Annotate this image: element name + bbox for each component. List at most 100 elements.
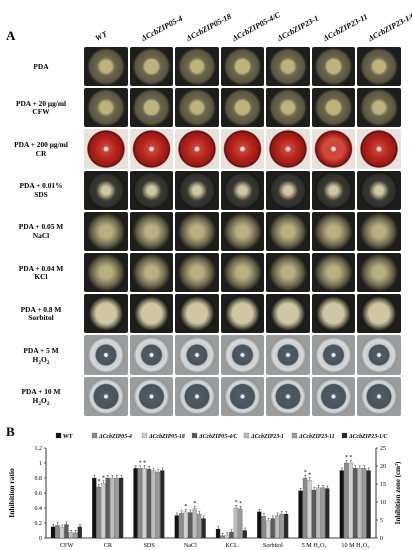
legend-label: ΔCcbZIP23-1/C <box>348 434 388 440</box>
row-label-3: PDA + 0.01% SDS <box>2 181 80 199</box>
bar <box>59 527 65 539</box>
petri-plate <box>311 294 355 334</box>
bar <box>183 511 188 539</box>
row-label-line2: NaCl <box>32 230 50 240</box>
petri-plate <box>266 47 310 87</box>
row-label-7: PDA + 5 M H2O2 <box>2 346 80 366</box>
petri-plate <box>129 170 173 210</box>
petri-plate <box>175 47 219 87</box>
petri-plate <box>357 88 401 128</box>
petri-plate <box>175 129 219 169</box>
bar <box>92 477 97 539</box>
bar <box>257 511 262 539</box>
panel-a-label: A <box>6 28 16 43</box>
legend-label: ΔCcbZIP05-4/C <box>198 434 238 440</box>
bar <box>302 477 308 539</box>
row-label-line1: PDA + 0.8 M <box>20 304 62 314</box>
row-label-0: PDA <box>2 62 80 72</box>
bar <box>348 462 353 539</box>
bar <box>242 530 247 539</box>
petri-plate <box>311 253 355 293</box>
significance-star: * <box>235 500 238 506</box>
significance-star: * <box>193 501 196 507</box>
legend-swatch <box>243 432 250 439</box>
petri-plate <box>357 47 401 87</box>
petri-plate <box>311 170 355 210</box>
bar <box>320 487 325 539</box>
petri-plate <box>220 88 264 128</box>
bar <box>298 490 303 539</box>
row-label-2: PDA + 200 μg/ml CR <box>2 140 80 158</box>
row-label-4: PDA + 0.05 M NaCl <box>2 223 80 240</box>
petri-plate <box>311 335 355 375</box>
panel-b-label: B <box>6 424 15 439</box>
petri-plate <box>357 253 401 293</box>
petri-plate <box>129 211 173 251</box>
row-label-tail: O <box>41 395 47 405</box>
petri-plate <box>175 88 219 128</box>
x-tick-label: NaCl <box>184 542 197 549</box>
row-label-line2: CR <box>35 148 47 158</box>
petri-plate <box>84 376 128 416</box>
bar <box>110 477 115 539</box>
row-label-6: PDA + 0.8 M Sorbitol <box>2 304 80 323</box>
petri-plate <box>220 335 264 375</box>
row-label-5: PDA + 0.04 M KCl <box>2 263 80 282</box>
legend-label: ΔCcbZIP23-11 <box>298 434 335 440</box>
y-tick-label: 0.4 <box>35 506 43 512</box>
row-label-line2: Sorbitol <box>28 313 54 323</box>
x-tick-label: Sorbitol <box>263 542 283 549</box>
bar <box>133 468 138 539</box>
petri-plate <box>266 211 310 251</box>
y-tick-label: 0.8 <box>35 476 43 482</box>
subscript: 2 <box>38 400 41 407</box>
significance-star: * <box>143 460 146 466</box>
bar <box>311 489 317 539</box>
bar <box>307 480 312 539</box>
petri-plate <box>311 129 355 169</box>
bar <box>155 471 160 539</box>
row-label-line2: H <box>32 395 39 405</box>
significance-star: * <box>97 479 100 485</box>
bar <box>361 468 367 539</box>
bar <box>64 524 69 539</box>
bar <box>224 534 230 539</box>
bar <box>316 487 321 539</box>
petri-plate <box>175 253 219 293</box>
petri-plate <box>266 294 310 334</box>
petri-plate <box>129 294 173 334</box>
significance-star: * <box>139 460 142 466</box>
bar <box>142 468 147 539</box>
y-tick-label: 1 <box>39 461 42 467</box>
petri-plate <box>357 170 401 210</box>
petri-plate <box>220 170 264 210</box>
petri-plate <box>266 253 310 293</box>
petri-plate <box>84 170 128 210</box>
bar <box>353 468 358 539</box>
bar <box>357 468 362 539</box>
petri-plate <box>84 335 128 375</box>
x-tick-label: CFW <box>60 542 74 549</box>
y-tick-label: 1.2 <box>35 446 43 452</box>
bar <box>192 508 197 539</box>
bar <box>96 486 101 539</box>
bar <box>77 526 82 539</box>
row-label-line1: PDA + 10 M <box>21 387 61 397</box>
bar <box>283 513 289 539</box>
petri-plate <box>84 129 128 169</box>
petri-plate <box>266 129 310 169</box>
petri-plate <box>357 211 401 251</box>
legend-swatch <box>191 432 198 439</box>
row-label-line2: H <box>32 354 39 364</box>
legend-label: WT <box>63 434 73 440</box>
row-label-line1: PDA + 0.04 M <box>18 263 64 273</box>
row-label-line1: PDA + 0.01% <box>19 181 63 191</box>
petri-plate <box>84 211 128 251</box>
petri-plate <box>129 129 173 169</box>
bar <box>55 525 60 539</box>
bar <box>101 483 106 539</box>
row-label-line2: CFW <box>32 107 50 117</box>
y-tick-label: 0 <box>39 536 42 542</box>
petri-plate <box>129 88 173 128</box>
row-label-1: PDA + 20 μg/ml CFW <box>2 99 80 117</box>
